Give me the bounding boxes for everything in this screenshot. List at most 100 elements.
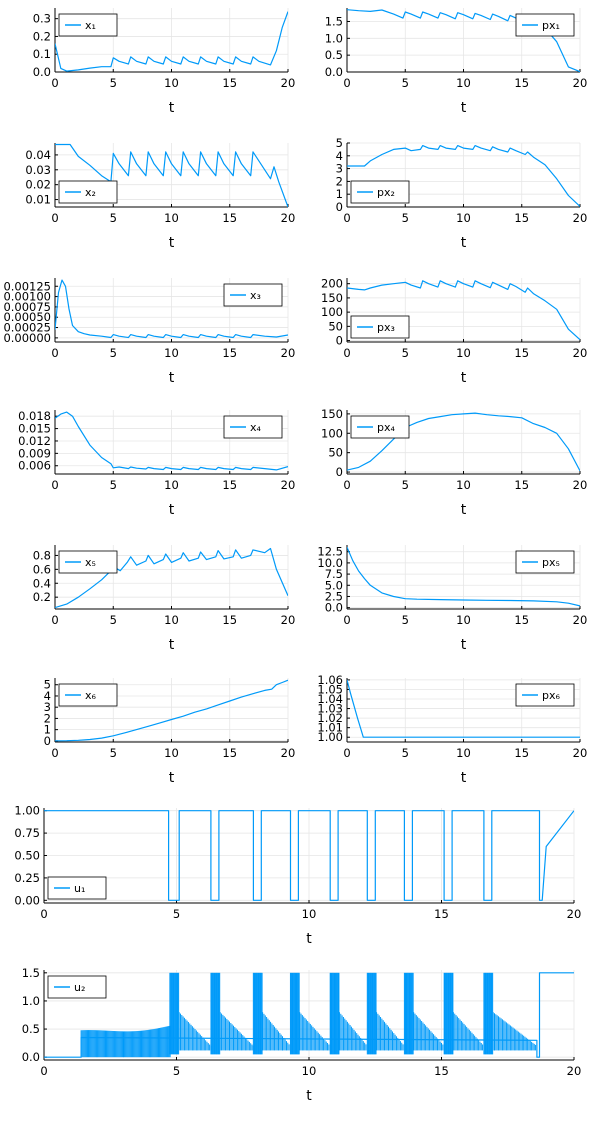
y-tick-label-4: 4 bbox=[336, 149, 343, 163]
legend-label: x₁ bbox=[85, 19, 96, 32]
y-tick-label-3: 0.04 bbox=[25, 148, 51, 162]
y-tick-label-3: 0.75 bbox=[14, 826, 40, 840]
x-tick-label-4: 20 bbox=[281, 613, 296, 627]
x-tick-label-2: 10 bbox=[164, 76, 179, 90]
y-tick-label-1: 50 bbox=[328, 319, 343, 333]
y-tick-label-2: 100 bbox=[321, 426, 343, 440]
x-axis-label: t bbox=[169, 502, 175, 518]
legend-box bbox=[223, 283, 283, 307]
y-tick-label-0: 0.0 bbox=[325, 601, 343, 615]
series-line-1 bbox=[347, 546, 580, 607]
x-tick-label-3: 15 bbox=[434, 1064, 449, 1078]
x-tick-label-4: 20 bbox=[573, 76, 588, 90]
x-tick-label-2: 10 bbox=[164, 746, 179, 760]
y-tick-label-3: 0.015 bbox=[18, 422, 51, 436]
legend-label: px₆ bbox=[542, 689, 560, 702]
x-axis-label: t bbox=[169, 370, 175, 386]
y-tick-label-0: 0 bbox=[44, 734, 51, 748]
legend-box bbox=[515, 13, 575, 37]
x-tick-label-1: 5 bbox=[110, 478, 117, 492]
x-tick-label-1: 5 bbox=[110, 346, 117, 360]
legend-label: px₁ bbox=[542, 19, 560, 32]
y-tick-label-3: 150 bbox=[321, 291, 343, 305]
legend-box bbox=[47, 975, 107, 999]
x-tick-label-4: 20 bbox=[573, 746, 588, 760]
x-tick-label-2: 10 bbox=[456, 76, 471, 90]
y-tick-label-5: 5 bbox=[336, 136, 343, 150]
x-axis-label: t bbox=[169, 637, 175, 653]
x-tick-label-1: 5 bbox=[110, 76, 117, 90]
y-tick-label-0: 0.006 bbox=[18, 459, 51, 473]
x-tick-label-0: 0 bbox=[51, 211, 58, 225]
y-tick-label-0: 1.00 bbox=[317, 730, 343, 744]
y-tick-label-5: 12.5 bbox=[317, 545, 343, 559]
chart-panel-13: 0 5 10 15 20 0.00 0.25 0.50 0.75 1.00 t u₁ bbox=[14, 804, 581, 947]
y-tick-label-1: 1 bbox=[336, 187, 343, 201]
u2-oscillation bbox=[80, 972, 537, 1058]
x-tick-label-0: 0 bbox=[51, 76, 58, 90]
legend-box bbox=[515, 550, 575, 574]
y-tick-label-4: 200 bbox=[321, 277, 343, 291]
y-tick-label-2: 0.6 bbox=[33, 562, 51, 576]
legend-label: x₂ bbox=[85, 186, 96, 199]
x-tick-label-3: 15 bbox=[434, 907, 449, 921]
y-tick-label-1: 0.25 bbox=[14, 871, 40, 885]
y-tick-label-2: 1.0 bbox=[325, 31, 343, 45]
x-tick-label-3: 15 bbox=[222, 76, 237, 90]
x-tick-label-4: 20 bbox=[567, 1064, 582, 1078]
y-tick-label-6: 1.06 bbox=[317, 673, 343, 687]
x-tick-label-2: 10 bbox=[164, 211, 179, 225]
y-tick-label-0: 0.2 bbox=[33, 590, 51, 604]
x-tick-label-3: 15 bbox=[222, 613, 237, 627]
series-line-1 bbox=[347, 679, 580, 738]
y-tick-label-4: 0.00100 bbox=[3, 290, 51, 304]
x-tick-label-0: 0 bbox=[343, 76, 350, 90]
legend-label: x₅ bbox=[85, 556, 96, 569]
chart-panel-14: 0 5 10 15 20 0.0 0.5 1.0 1.5 t u₂ bbox=[22, 966, 582, 1104]
y-tick-label-2: 2 bbox=[44, 711, 51, 725]
x-tick-label-0: 0 bbox=[343, 478, 350, 492]
legend-label: x₆ bbox=[85, 689, 97, 702]
x-tick-label-0: 0 bbox=[343, 746, 350, 760]
chart-panel-3: 0 5 10 15 20 0.010.020.030.04 t x₂ bbox=[25, 143, 295, 251]
legend-box bbox=[58, 550, 118, 574]
chart-panel-5: 0 5 10 15 200.000000.000250.000500.000750.00… bbox=[3, 278, 295, 386]
y-tick-label-0: 0 bbox=[336, 465, 343, 479]
y-tick-label-0: 0.01 bbox=[25, 193, 51, 207]
x-tick-label-3: 15 bbox=[222, 746, 237, 760]
legend-box bbox=[350, 415, 410, 439]
y-tick-label-0: 0 bbox=[336, 334, 343, 348]
x-tick-label-4: 20 bbox=[281, 76, 296, 90]
y-tick-label-5: 0.00125 bbox=[3, 279, 51, 293]
x-tick-label-2: 10 bbox=[456, 211, 471, 225]
y-tick-label-4: 1.04 bbox=[317, 692, 343, 706]
y-tick-label-1: 2.5 bbox=[325, 589, 343, 603]
y-tick-label-2: 5.0 bbox=[325, 578, 343, 592]
x-tick-label-3: 15 bbox=[514, 478, 529, 492]
y-tick-label-0: 0.00000 bbox=[3, 331, 51, 345]
x-tick-label-1: 5 bbox=[110, 211, 117, 225]
x-tick-label-1: 5 bbox=[402, 613, 409, 627]
y-tick-label-1: 0.5 bbox=[22, 1022, 40, 1036]
x-tick-label-1: 5 bbox=[402, 211, 409, 225]
y-tick-label-0: 0.0 bbox=[325, 65, 343, 79]
chart-panel-8: 0 5 10 15 20 0 50 100 150 t px₄ bbox=[321, 407, 587, 518]
legend-box bbox=[58, 683, 118, 707]
legend-label: px₃ bbox=[377, 321, 395, 334]
x-tick-label-3: 15 bbox=[222, 211, 237, 225]
y-tick-label-1: 1 bbox=[44, 723, 51, 737]
series-line-1 bbox=[55, 679, 288, 742]
x-axis-label: t bbox=[169, 235, 175, 251]
y-tick-label-5: 1.05 bbox=[317, 682, 343, 696]
y-tick-label-2: 0.2 bbox=[33, 29, 51, 43]
x-axis-label: t bbox=[461, 770, 467, 786]
y-tick-label-3: 0.00075 bbox=[3, 300, 51, 314]
y-tick-label-3: 0.3 bbox=[33, 12, 51, 26]
y-tick-label-3: 3 bbox=[44, 700, 51, 714]
x-tick-label-1: 5 bbox=[110, 746, 117, 760]
y-tick-label-1: 0.1 bbox=[33, 47, 51, 61]
x-tick-label-1: 5 bbox=[402, 346, 409, 360]
